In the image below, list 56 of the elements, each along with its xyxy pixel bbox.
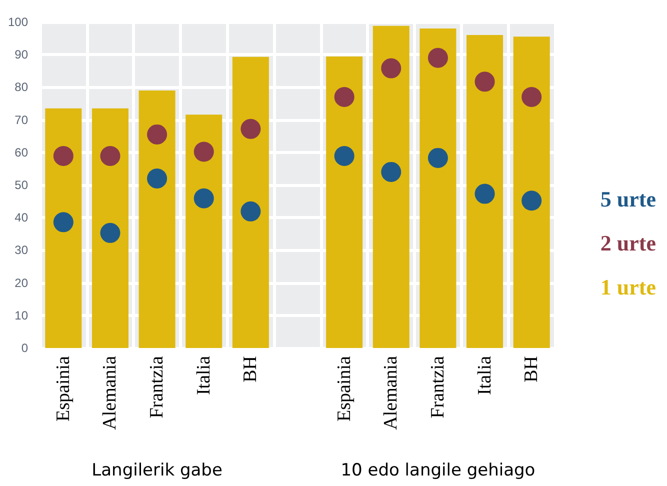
text: 10 edo langile gehiago	[340, 460, 536, 480]
point	[474, 184, 495, 204]
bar	[513, 36, 550, 348]
y-tick-label: 70	[14, 112, 28, 127]
bar	[232, 56, 269, 348]
point	[240, 118, 261, 139]
y-tick-label: 30	[14, 243, 28, 258]
point	[240, 201, 261, 222]
x-tick-label: Alemania	[380, 355, 402, 430]
bar	[420, 28, 456, 348]
x-tick-label: Italia	[193, 355, 214, 396]
y-tick-label: 60	[14, 145, 28, 160]
point	[334, 146, 354, 166]
text: 2 urte	[600, 230, 656, 256]
bar	[326, 56, 363, 348]
point	[381, 58, 402, 78]
text: 5 urte	[600, 186, 656, 212]
point	[381, 162, 402, 182]
bar	[186, 114, 222, 348]
y-tick-label: 100	[8, 15, 28, 29]
text: Langilerik gabe	[92, 460, 222, 480]
x-tick-label: BH	[521, 356, 542, 382]
y-tick-label: 0	[21, 341, 28, 355]
point	[474, 72, 495, 92]
y-tick-label: 50	[14, 178, 28, 192]
bar	[138, 90, 176, 348]
point	[53, 212, 74, 232]
x-tick-label: Frantzia	[146, 355, 168, 418]
point	[428, 48, 448, 68]
bar	[45, 108, 82, 348]
x-tick-label: Frantzia	[427, 355, 448, 418]
point	[100, 222, 120, 243]
x-tick-label: BH	[240, 356, 262, 382]
bar	[92, 108, 128, 348]
point	[334, 86, 354, 107]
y-tick-label: 40	[14, 210, 28, 225]
y-tick-label: 20	[14, 276, 28, 290]
x-tick-label: Espainia	[334, 355, 355, 422]
y-tick-label: 80	[14, 80, 28, 94]
x-tick-label: Alemania	[100, 355, 121, 430]
text: 1 urte	[600, 274, 656, 300]
bar	[372, 26, 410, 348]
y-tick-label: 90	[14, 48, 28, 62]
x-tick-label: Italia	[474, 355, 496, 396]
point	[194, 188, 214, 208]
x-tick-label: Espainia	[52, 355, 74, 422]
point	[53, 146, 74, 166]
bar	[466, 35, 504, 348]
y-tick-label: 10	[14, 308, 28, 322]
point	[194, 142, 214, 162]
point	[522, 86, 542, 107]
point	[147, 168, 168, 188]
point	[147, 124, 168, 144]
point	[428, 148, 448, 168]
point	[522, 190, 542, 211]
point	[100, 146, 120, 166]
